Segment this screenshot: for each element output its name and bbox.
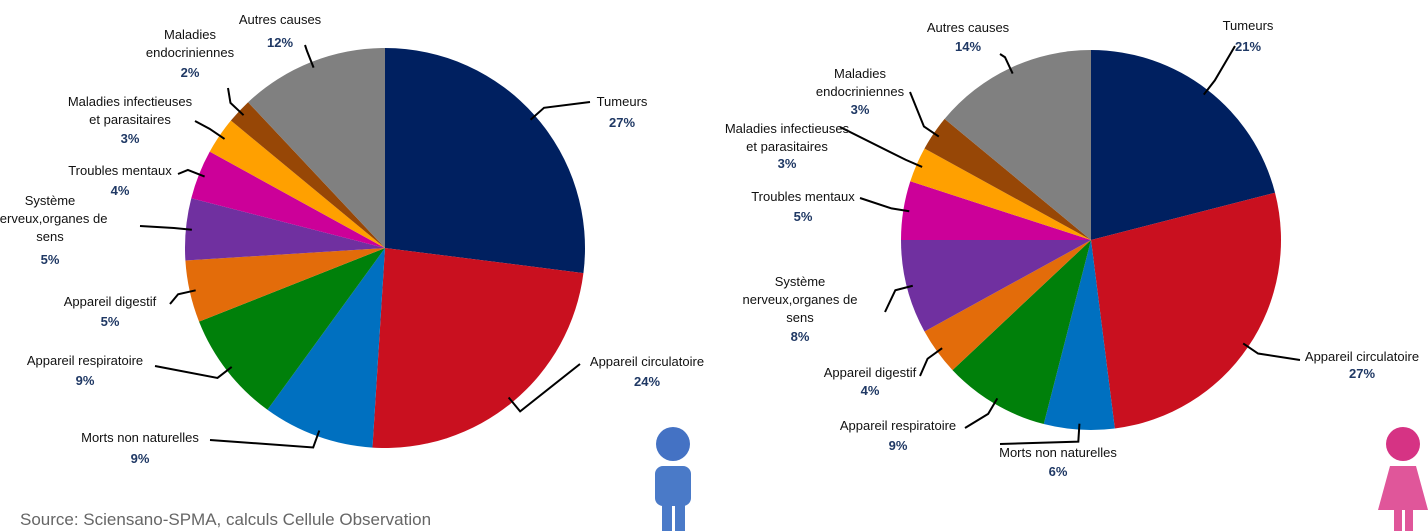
slice-value: 5% [41, 252, 60, 267]
slice-label: Appareil digestif [64, 294, 157, 309]
slice-label: Morts non naturelles [999, 445, 1117, 460]
leader-line [194, 120, 226, 140]
slice-value: 5% [101, 314, 120, 329]
leader-line [999, 53, 1014, 74]
leader-line [999, 423, 1081, 445]
leader-line [1202, 45, 1236, 96]
leader-line [177, 168, 205, 178]
pie-slice [901, 240, 1091, 332]
leader-line [139, 225, 192, 231]
slice-label: Maladies endocriniennes [146, 27, 235, 60]
slice-label: Troubles mentaux [68, 163, 172, 178]
pie-slice [1091, 50, 1276, 240]
slice-label: Système nerveux,organes de sens [0, 193, 107, 244]
pie-slice [924, 118, 1091, 240]
leader-line [964, 397, 999, 429]
slice-value: 5% [794, 209, 813, 224]
pie-slice [267, 248, 385, 448]
slice-label: Appareil circulatoire [590, 354, 704, 369]
leader-line [529, 101, 591, 121]
slice-value: 9% [131, 451, 150, 466]
slice-value: 6% [1049, 464, 1068, 479]
slice-label: Système nerveux,organes de sens [743, 274, 858, 325]
pie-slice [372, 248, 584, 448]
slice-value: 12% [267, 35, 293, 50]
pie-slice [1043, 240, 1115, 431]
slice-value: 21% [1235, 39, 1261, 54]
slice-label: Morts non naturelles [81, 430, 199, 445]
slice-value: 14% [955, 39, 981, 54]
slice-value: 8% [791, 329, 810, 344]
slice-value: 4% [111, 183, 130, 198]
slice-label: Troubles mentaux [751, 189, 855, 204]
slice-label: Appareil digestif [824, 365, 917, 380]
leader-line [909, 91, 940, 138]
slice-label: Maladies endocriniennes [816, 66, 905, 99]
pie-slice [185, 248, 385, 322]
slice-label: Appareil respiratoire [27, 353, 143, 368]
slice-value: 3% [121, 131, 140, 146]
slice-label: Appareil respiratoire [840, 418, 956, 433]
male-icon [655, 427, 691, 531]
slice-value: 24% [634, 374, 660, 389]
slice-label: Maladies infectieuses et parasitaires [68, 94, 193, 127]
slice-value: 27% [609, 115, 635, 130]
leader-line [209, 430, 321, 449]
female-icon [1378, 427, 1428, 531]
pie-slice [248, 48, 385, 248]
pie-slice [944, 49, 1091, 240]
slice-value: 3% [778, 156, 797, 171]
pie-slice [230, 102, 385, 249]
slice-value: 9% [76, 373, 95, 388]
pie-slice [191, 151, 385, 248]
pie-slice [209, 120, 385, 248]
slice-label: Autres causes [927, 20, 1010, 35]
slice-value: 4% [861, 383, 880, 398]
leader-line [169, 289, 196, 305]
pie-slice [952, 240, 1091, 425]
pie-slice [1091, 192, 1281, 429]
slice-value: 27% [1349, 366, 1375, 381]
slice-label: Tumeurs [1223, 18, 1274, 33]
leader-line [859, 197, 910, 213]
pie-slice [924, 240, 1091, 371]
leader-line [839, 126, 923, 168]
pie-slice [385, 48, 585, 274]
leader-line [919, 347, 943, 377]
leader-line [154, 365, 233, 380]
slice-value: 9% [889, 438, 908, 453]
leader-line [227, 87, 245, 116]
slice-label: Appareil circulatoire [1305, 349, 1419, 364]
slice-label: Tumeurs [597, 94, 648, 109]
slice-value: 2% [181, 65, 200, 80]
slice-label: Maladies infectieuses et parasitaires [725, 121, 850, 154]
pie-slice [185, 198, 385, 261]
pie-slice [910, 148, 1091, 240]
slice-label: Autres causes [239, 12, 322, 27]
slice-value: 3% [851, 102, 870, 117]
pie-slice [199, 248, 385, 410]
source: Source: Sciensano-SPMA, calculs Cellule … [20, 510, 431, 529]
leader-line [884, 284, 914, 313]
leader-line [507, 363, 581, 413]
pie-slice [901, 181, 1091, 240]
leader-line [1242, 342, 1301, 361]
leader-line [304, 44, 315, 68]
